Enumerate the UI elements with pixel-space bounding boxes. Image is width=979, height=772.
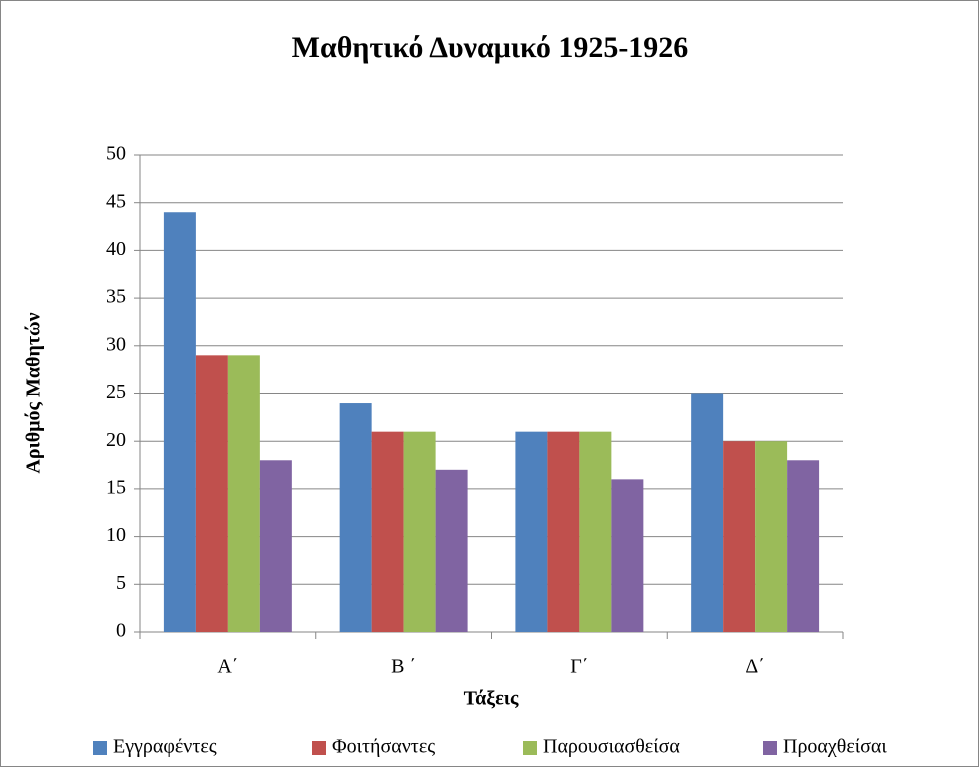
bar — [755, 441, 788, 632]
x-tick-label: Γ΄ — [570, 656, 588, 678]
x-tick-label: Δ΄ — [745, 656, 765, 678]
bar — [403, 431, 436, 632]
y-tick-label: 35 — [106, 286, 126, 308]
y-tick-label: 40 — [106, 238, 126, 260]
bar — [547, 431, 580, 632]
legend-swatch — [523, 741, 537, 755]
bar — [195, 355, 228, 632]
x-tick-label: Α΄ — [217, 656, 238, 678]
bar — [691, 393, 724, 632]
chart-title: Μαθητικό Δυναμικό 1925-1926 — [292, 31, 689, 64]
legend-swatch — [312, 741, 326, 755]
bar — [259, 460, 292, 632]
bar — [611, 479, 644, 632]
bar — [371, 431, 404, 632]
y-tick-label: 45 — [106, 190, 126, 212]
bar — [339, 403, 372, 632]
bar — [723, 441, 756, 632]
y-tick-label: 15 — [106, 476, 126, 498]
y-tick-label: 5 — [116, 572, 126, 594]
legend-label: Παρουσιασθείσα — [543, 736, 680, 758]
bar — [579, 431, 612, 632]
bar — [787, 460, 820, 632]
y-tick-label: 30 — [106, 333, 126, 355]
legend-swatch — [763, 741, 777, 755]
y-tick-label: 20 — [106, 429, 126, 451]
legend-label: Εγγραφέντες — [113, 736, 217, 758]
y-tick-label: 0 — [116, 620, 126, 642]
x-tick-label: Β ΄ — [391, 656, 416, 678]
bar — [227, 355, 260, 632]
y-axis-label: Αριθμός Μαθητών — [23, 312, 45, 473]
x-axis-label: Τάξεις — [464, 688, 519, 710]
legend-swatch — [93, 741, 107, 755]
y-tick-label: 50 — [106, 143, 126, 165]
y-tick-label: 10 — [106, 524, 126, 546]
legend-label: Φοιτήσαντες — [332, 736, 435, 758]
legend-label: Προαχθείσαι — [783, 736, 887, 758]
bar — [435, 469, 468, 632]
bar — [163, 212, 196, 633]
y-tick-label: 25 — [106, 381, 126, 403]
bar — [515, 431, 548, 632]
